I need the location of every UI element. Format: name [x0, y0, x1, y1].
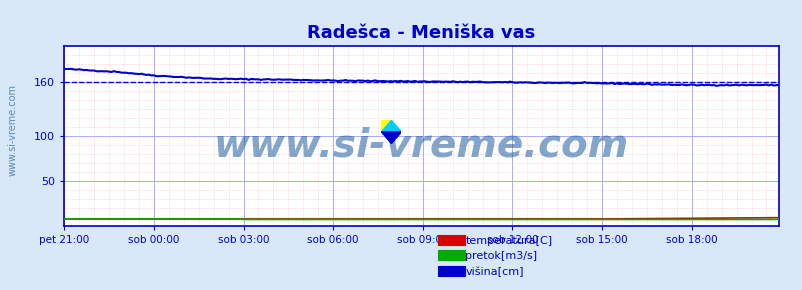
- Text: www.si-vreme.com: www.si-vreme.com: [8, 84, 18, 177]
- Polygon shape: [381, 120, 401, 132]
- Legend: temperatura[C], pretok[m3/s], višina[cm]: temperatura[C], pretok[m3/s], višina[cm]: [438, 231, 557, 282]
- Polygon shape: [381, 132, 401, 144]
- Title: Radešca - Meniška vas: Radešca - Meniška vas: [307, 24, 535, 42]
- Polygon shape: [381, 120, 391, 132]
- Text: www.si-vreme.com: www.si-vreme.com: [213, 126, 629, 164]
